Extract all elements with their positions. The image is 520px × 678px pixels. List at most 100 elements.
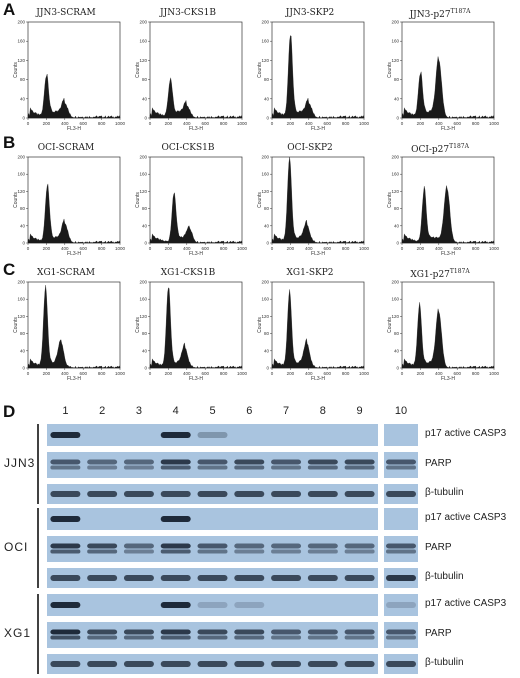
blot-band xyxy=(197,543,228,549)
blot-band-cleaved xyxy=(234,465,265,470)
x-tick-label: 400 xyxy=(305,121,313,126)
blot-row-label: PARP xyxy=(425,458,452,469)
blot-band-cleaved xyxy=(87,549,118,554)
x-tick-label: 0 xyxy=(27,121,30,126)
blot-band-cleaved xyxy=(197,635,228,640)
blot-band xyxy=(234,491,265,497)
y-tick-label: 160 xyxy=(139,39,147,44)
blot-band xyxy=(160,602,191,608)
blot-row-label: PARP xyxy=(425,628,452,639)
blot-band-cleaved xyxy=(386,465,416,470)
y-tick-label: 0 xyxy=(266,241,269,246)
blot-band-cleaved xyxy=(234,635,265,640)
blot-band-cleaved xyxy=(197,465,228,470)
blot-band xyxy=(271,629,302,635)
blot-band-cleaved xyxy=(307,465,338,470)
x-tick-label: 800 xyxy=(342,121,350,126)
x-tick-label: 1000 xyxy=(115,371,126,376)
blot-band xyxy=(197,491,228,497)
x-tick-label: 400 xyxy=(61,371,69,376)
blot-band xyxy=(50,543,81,549)
y-tick-label: 160 xyxy=(261,172,269,177)
blot-row-label: PARP xyxy=(425,542,452,553)
y-tick-label: 160 xyxy=(391,39,399,44)
plot-frame xyxy=(149,21,243,119)
y-tick-label: 200 xyxy=(391,280,399,285)
y-tick-label: 0 xyxy=(396,366,399,371)
x-tick-label: 400 xyxy=(61,121,69,126)
histogram-area xyxy=(149,77,243,119)
y-tick-label: 120 xyxy=(391,314,399,319)
x-tick-label: 0 xyxy=(401,121,404,126)
x-tick-label: 200 xyxy=(43,371,51,376)
histogram-title-text: OCI-SCRAM xyxy=(37,143,95,153)
x-tick-label: 600 xyxy=(453,121,461,126)
blot-band-cleaved xyxy=(123,635,154,640)
x-tick-label: 800 xyxy=(220,371,228,376)
histogram-title: XG1-SKP2 xyxy=(256,268,364,278)
x-tick-label: 400 xyxy=(183,246,191,251)
panel-label-c: C xyxy=(3,260,16,279)
x-tick-label: 600 xyxy=(79,121,87,126)
blot-band xyxy=(386,629,416,635)
x-axis-label: FL3-H xyxy=(311,251,325,257)
blot-band-cleaved xyxy=(271,635,302,640)
blot-band xyxy=(123,491,154,497)
blot-band xyxy=(234,459,265,465)
x-tick-label: 0 xyxy=(149,121,152,126)
y-tick-label: 80 xyxy=(142,206,148,211)
mutation-superscript: T187A xyxy=(449,268,470,275)
y-tick-label: 0 xyxy=(144,241,147,246)
mutation-superscript: T187A xyxy=(449,143,469,150)
y-tick-label: 120 xyxy=(17,189,25,194)
y-tick-label: 40 xyxy=(142,96,148,101)
x-tick-label: 600 xyxy=(453,371,461,376)
y-tick-label: 80 xyxy=(394,77,400,82)
blot-band xyxy=(197,629,228,635)
plot-frame xyxy=(27,156,121,244)
blot-band-cleaved xyxy=(386,635,416,640)
y-tick-label: 80 xyxy=(20,206,26,211)
y-tick-label: 40 xyxy=(142,348,148,353)
x-tick-label: 200 xyxy=(287,121,295,126)
histogram: 0 40 80 120 160 200 0 200 400 600 800 1000 FL3-H Coun… xyxy=(257,280,370,383)
blot-band xyxy=(160,543,191,549)
y-tick-label: 200 xyxy=(17,155,25,160)
blot-band xyxy=(386,661,416,667)
blot-band xyxy=(386,491,416,497)
x-tick-label: 600 xyxy=(453,246,461,251)
blot-band-cleaved xyxy=(344,549,375,554)
x-tick-label: 400 xyxy=(435,246,443,251)
histogram: 0 40 80 120 160 200 0 200 400 600 800 1000 FL3-H Coun… xyxy=(387,280,500,383)
x-axis-label: FL3-H xyxy=(189,376,203,382)
x-tick-label: 600 xyxy=(201,121,209,126)
x-tick-label: 200 xyxy=(165,246,173,251)
blot-band xyxy=(344,661,375,667)
lane-number: 7 xyxy=(282,405,290,417)
x-axis-label: FL3-H xyxy=(311,376,325,382)
y-axis-label: Counts xyxy=(13,62,19,78)
blot-band-cleaved xyxy=(307,635,338,640)
x-axis-label: FL3-H xyxy=(189,251,203,257)
blot-strip-extra xyxy=(384,536,418,562)
histogram-title-text: OCI-SKP2 xyxy=(287,143,333,153)
blot-strip xyxy=(47,424,378,446)
x-tick-label: 400 xyxy=(435,371,443,376)
y-tick-label: 80 xyxy=(264,206,270,211)
blot-row-label: p17 active CASP3 xyxy=(425,598,507,609)
blot-band xyxy=(386,575,416,581)
blot-band xyxy=(123,629,154,635)
histogram-area xyxy=(27,285,121,369)
y-tick-label: 80 xyxy=(142,331,148,336)
blot-band xyxy=(160,516,191,522)
x-tick-label: 0 xyxy=(401,371,404,376)
lane-number: 4 xyxy=(172,405,179,417)
x-tick-label: 200 xyxy=(287,371,295,376)
x-tick-label: 1000 xyxy=(359,371,370,376)
y-tick-label: 160 xyxy=(17,39,25,44)
blot-strip-extra xyxy=(384,452,418,478)
y-tick-label: 0 xyxy=(22,241,25,246)
y-axis-label: Counts xyxy=(387,317,393,333)
x-axis-label: FL3-H xyxy=(441,251,455,257)
